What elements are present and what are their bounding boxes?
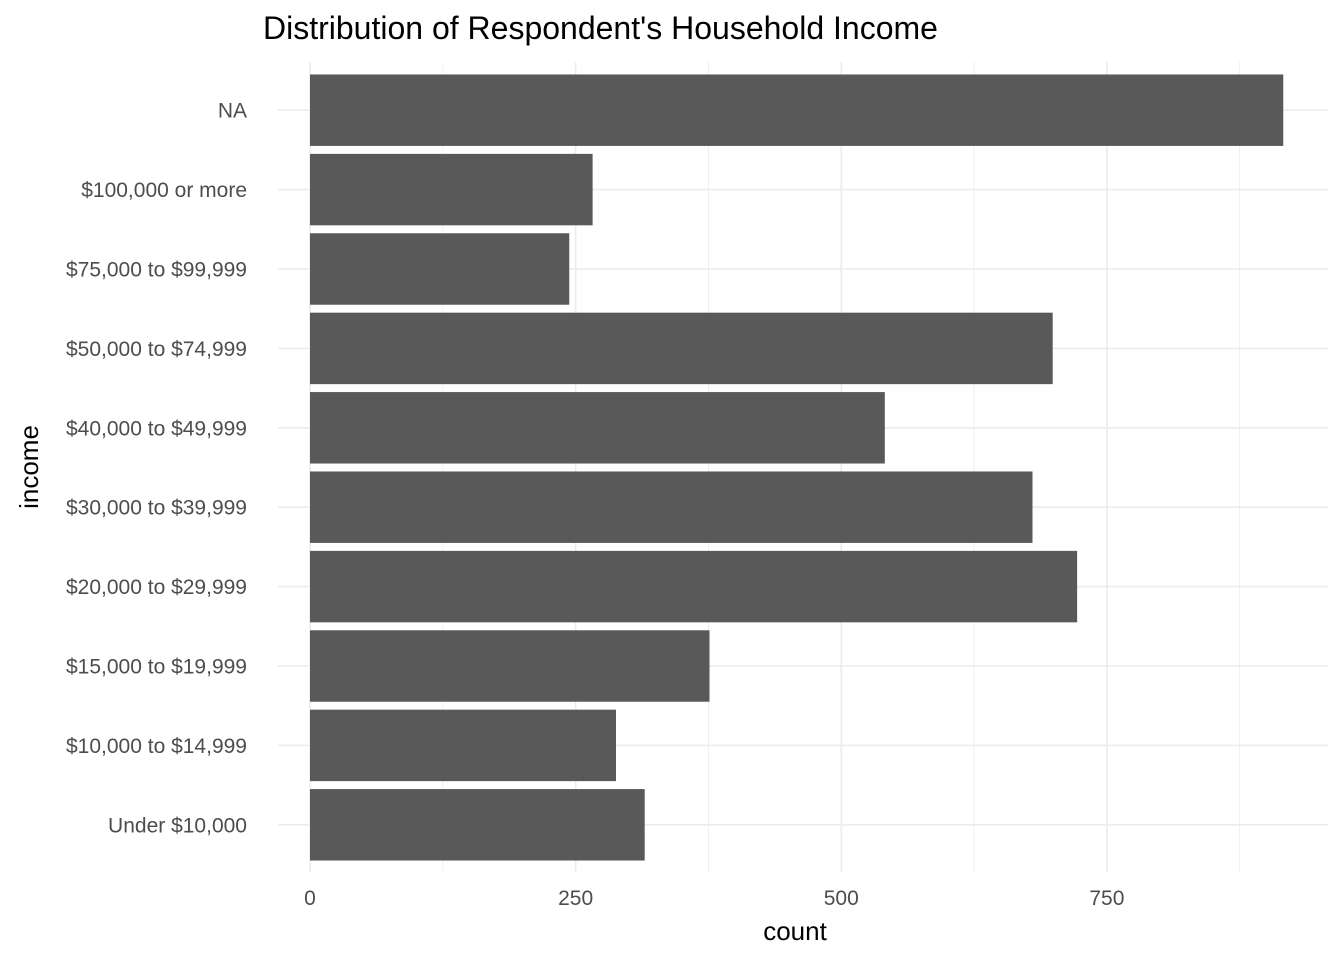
bar-5 — [310, 392, 885, 464]
y-tick-label: $10,000 to $14,999 — [66, 735, 247, 758]
y-tick-label: $50,000 to $74,999 — [66, 338, 247, 361]
bar-9 — [310, 74, 1284, 146]
y-axis-title: income — [14, 425, 44, 509]
chart-title: Distribution of Respondent's Household I… — [263, 10, 938, 46]
x-tick-label: 250 — [558, 887, 593, 910]
x-axis-tick-labels: 0 250 500 750 — [304, 887, 1124, 910]
y-tick-label: $40,000 to $49,999 — [66, 417, 247, 440]
x-tick-label: 500 — [824, 887, 859, 910]
bar-4 — [310, 471, 1033, 543]
y-tick-label: $30,000 to $39,999 — [66, 497, 247, 520]
y-tick-label: $100,000 or more — [81, 179, 247, 202]
y-tick-label: NA — [218, 100, 247, 123]
y-axis-tick-labels: Under $10,000 $10,000 to $14,999 $15,000 t… — [66, 100, 247, 838]
y-tick-label: $20,000 to $29,999 — [66, 576, 247, 599]
bar-2 — [310, 630, 710, 702]
x-axis-title: count — [763, 916, 827, 946]
bar-6 — [310, 312, 1053, 385]
x-tick-label: 0 — [304, 887, 316, 910]
bar-7 — [310, 233, 570, 305]
y-tick-label: Under $10,000 — [108, 814, 247, 837]
y-tick-label: $15,000 to $19,999 — [66, 656, 247, 679]
bar-3 — [310, 550, 1078, 623]
bar-8 — [310, 153, 593, 226]
bar-1 — [310, 709, 616, 782]
x-tick-label: 750 — [1089, 887, 1124, 910]
bars — [310, 74, 1284, 861]
y-tick-label: $75,000 to $99,999 — [66, 259, 247, 282]
bar-0 — [310, 789, 645, 861]
